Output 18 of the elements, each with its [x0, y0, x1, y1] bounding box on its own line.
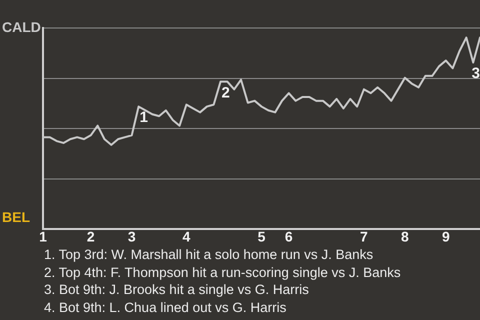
x-tick-label: 3	[128, 228, 136, 244]
x-tick-label: 8	[400, 228, 409, 244]
x-tick-label: 1	[39, 228, 48, 244]
text: 2. Top 4th: F. Thompson hit a run-scoring single vs J. Banks	[44, 264, 402, 281]
x-tick-label: 6	[284, 228, 293, 244]
text: 4. Bot 9th: L. Chua lined out vs G. Harris	[44, 298, 288, 316]
annotation: 3	[472, 65, 480, 82]
x-tick-label: 2	[86, 228, 95, 244]
x-tick-label: 4	[182, 228, 190, 244]
text: 3. Bot 9th: J. Brooks hit a single vs G. Harris	[44, 281, 310, 298]
x-tick-label: 5	[258, 228, 266, 244]
text: BEL	[2, 209, 30, 226]
x-tick-label: 7	[360, 228, 368, 244]
text: 1. Top 3rd: W. Marshall hit a solo home run vs J. Banks	[44, 246, 374, 264]
x-tick-label: 9	[442, 228, 450, 244]
annotation: 1	[140, 109, 148, 126]
text: CALD	[2, 18, 41, 35]
annotation: 2	[222, 84, 230, 102]
